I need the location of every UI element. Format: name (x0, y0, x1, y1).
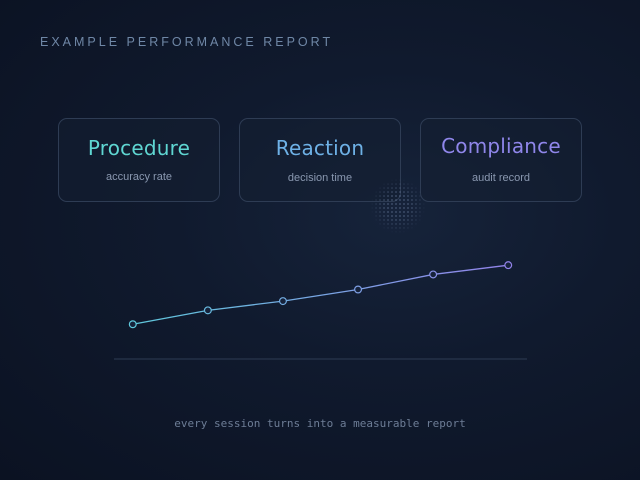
data-point (203, 306, 212, 315)
data-point (278, 297, 287, 306)
reaction-card: Reaction decision time (239, 118, 401, 202)
series-line (132, 264, 509, 325)
procedure-card-subtitle: accuracy rate (105, 171, 173, 183)
procedure-card-title: Procedure (87, 136, 191, 160)
compliance-card: Compliance audit record (420, 118, 582, 202)
footer-caption: every session turns into a measurable re… (174, 417, 466, 430)
procedure-card: Procedure accuracy rate (58, 118, 220, 202)
compliance-card-subtitle: audit record (471, 172, 531, 184)
data-point (128, 320, 137, 329)
data-point (354, 285, 363, 294)
reaction-card-subtitle: decision time (287, 172, 353, 184)
data-point (429, 270, 438, 279)
data-point (504, 261, 513, 270)
dot-pattern-decoration (370, 178, 426, 234)
report-title: EXAMPLE PERFORMANCE REPORT (40, 35, 334, 49)
data-points (128, 261, 513, 329)
compliance-card-title: Compliance (441, 134, 561, 158)
reaction-card-title: Reaction (275, 136, 365, 160)
